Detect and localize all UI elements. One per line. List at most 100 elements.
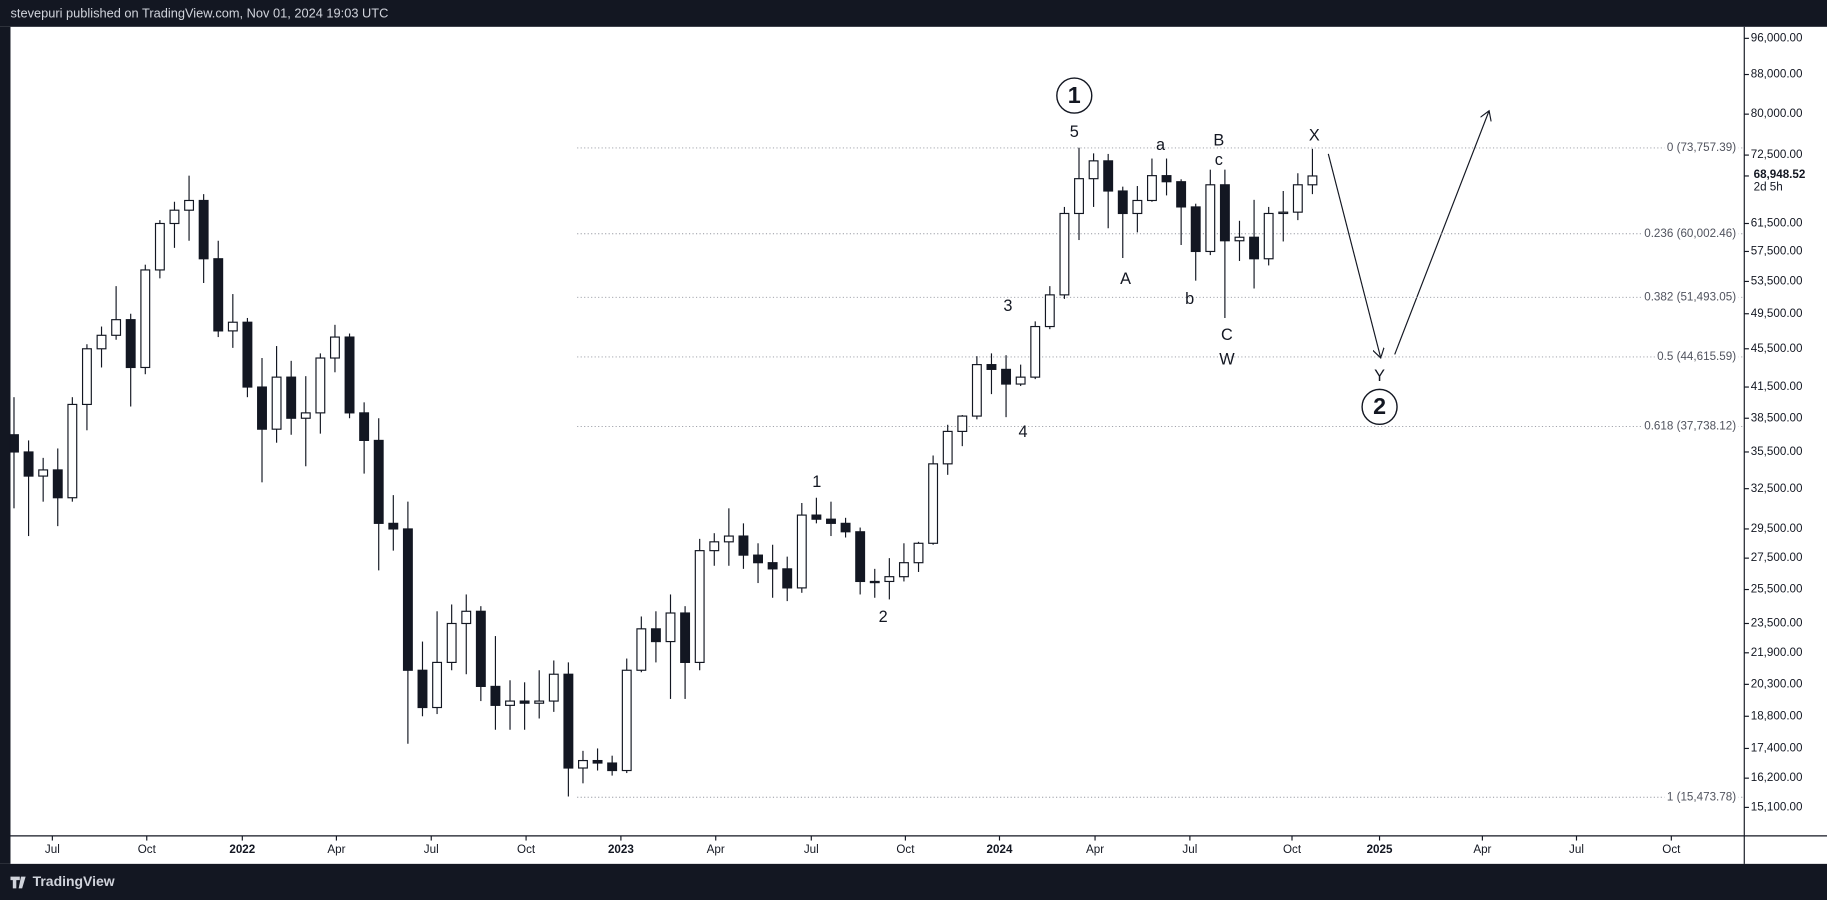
wave-label: a: [1156, 136, 1166, 154]
x-tick-label: Oct: [1662, 843, 1681, 856]
candle-body: [1190, 206, 1201, 253]
candle-body: [1030, 325, 1041, 378]
y-tick-label: 32,500.00: [1751, 482, 1803, 495]
wave-label: B: [1213, 131, 1224, 149]
y-tick-label: 15,100.00: [1751, 800, 1803, 813]
wave-label: c: [1215, 151, 1223, 169]
wave-label: Y: [1374, 367, 1385, 385]
x-tick-label: 2023: [608, 843, 634, 856]
candle-body: [344, 336, 355, 414]
candle-body: [1044, 294, 1055, 328]
candle-body: [373, 439, 384, 524]
candle-body: [913, 542, 924, 564]
candle-body: [1015, 376, 1026, 385]
y-tick-label: 49,500.00: [1751, 307, 1803, 320]
x-tick-label: Apr: [1086, 843, 1104, 856]
fib-label-bg: [1641, 226, 1739, 240]
candle-body: [723, 535, 734, 543]
y-tick-label: 45,500.00: [1751, 342, 1803, 355]
y-tick-label: 21,900.00: [1751, 646, 1803, 659]
candle-body: [1249, 236, 1260, 260]
last-price-label: 68,948.52: [1754, 168, 1806, 181]
candle-body: [1205, 184, 1216, 253]
candle-body: [1263, 212, 1274, 260]
candle-body: [826, 518, 836, 524]
candle-body: [271, 376, 282, 430]
candle-body: [592, 759, 603, 764]
y-tick-label: 20,300.00: [1751, 677, 1803, 690]
y-tick-label: 16,200.00: [1751, 771, 1803, 784]
candle-body: [1219, 184, 1230, 242]
candle-body: [432, 661, 443, 709]
candle-body: [475, 610, 486, 687]
candle-body: [257, 386, 267, 430]
wave-label: 2: [879, 608, 888, 626]
fib-label: 0.236 (60,002.46): [1644, 227, 1736, 240]
y-tick-label: 88,000.00: [1751, 68, 1803, 81]
y-tick-label: 25,500.00: [1751, 583, 1803, 596]
candle-body: [636, 628, 647, 671]
candle-body: [1103, 160, 1114, 192]
candle-body: [782, 568, 793, 589]
candle-body: [855, 531, 866, 583]
candle-body: [796, 514, 807, 589]
wave-label: W: [1219, 351, 1235, 369]
candle-body: [1176, 181, 1187, 208]
candle-body: [315, 357, 326, 414]
fib-label: 1 (15,473.78): [1667, 790, 1736, 803]
y-tick-label: 27,500.00: [1751, 551, 1803, 564]
candle-body: [621, 669, 632, 772]
header-text: stevepuri published on TradingView.com, …: [10, 5, 388, 20]
x-tick-label: Oct: [138, 843, 157, 856]
wave-circle: [1361, 388, 1398, 426]
candle-body: [154, 222, 165, 271]
candle-body: [986, 364, 997, 370]
y-tick-label: 23,500.00: [1751, 617, 1803, 630]
wave-label: b: [1185, 290, 1194, 308]
x-tick-label: Jul: [424, 843, 439, 856]
y-tick-label: 35,500.00: [1751, 445, 1803, 458]
candle-body: [578, 759, 588, 769]
x-tick-label: Jul: [1569, 843, 1584, 856]
fib-label: 0.5 (44,615.59): [1657, 350, 1736, 363]
candle-body: [446, 622, 457, 663]
x-tick-label: 2022: [229, 843, 255, 856]
y-tick-label: 41,500.00: [1751, 380, 1803, 393]
candle-body: [1117, 190, 1128, 215]
candle-body: [1132, 199, 1143, 215]
candle-body: [519, 700, 530, 704]
candle-body: [111, 319, 122, 336]
candle-body: [1161, 175, 1172, 183]
candle-body: [650, 628, 661, 643]
x-tick-label: Jul: [1182, 843, 1197, 856]
candle-body: [534, 700, 545, 704]
candle-body: [198, 199, 209, 260]
fib-label: 0.618 (37,738.12): [1644, 420, 1736, 433]
y-tick-label: 80,000.00: [1751, 107, 1803, 120]
candle-body: [38, 469, 49, 477]
candle-body: [286, 376, 297, 419]
countdown-label: 2d 5h: [1754, 181, 1783, 194]
candle-body: [505, 700, 515, 706]
candle-body: [227, 321, 238, 332]
left-border: [0, 26, 11, 864]
wave-label: C: [1221, 326, 1233, 344]
y-tick-label: 61,500.00: [1751, 217, 1803, 230]
y-tick-label: 29,500.00: [1751, 522, 1803, 535]
x-tick-label: 2025: [1367, 843, 1393, 856]
candle-body: [23, 451, 34, 477]
candle-body: [694, 550, 705, 663]
candle-body: [300, 412, 311, 419]
fib-label-bg: [1641, 419, 1739, 433]
candle-body: [971, 364, 982, 417]
candle-body: [884, 576, 895, 583]
wave-label: X: [1309, 127, 1320, 145]
fib-label: 0 (73,757.39): [1667, 141, 1736, 154]
candle-body: [461, 610, 472, 625]
x-tick-label: Oct: [896, 843, 915, 856]
candle-body: [402, 528, 413, 671]
candle-body: [329, 336, 340, 359]
